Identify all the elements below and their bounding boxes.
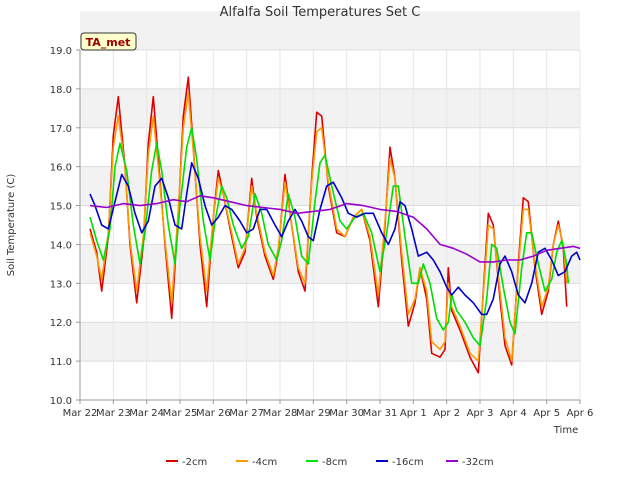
y-tick-label: 19.0 bbox=[50, 46, 72, 57]
legend-label: -2cm bbox=[182, 457, 207, 468]
plot-band bbox=[80, 11, 580, 50]
y-tick-label: 10.0 bbox=[50, 396, 72, 407]
plot-band bbox=[80, 88, 580, 128]
annotation-box bbox=[80, 32, 137, 51]
x-tick-label: Mar 26 bbox=[196, 408, 231, 419]
x-tick-label: Mar 28 bbox=[263, 408, 298, 419]
annotation-label: TA_met bbox=[86, 36, 131, 49]
legend-item: -16cm bbox=[376, 457, 424, 468]
legend-label: -8cm bbox=[322, 457, 347, 468]
x-tick-label: Apr 5 bbox=[533, 408, 560, 419]
y-tick-label: 16.0 bbox=[50, 163, 72, 174]
legend-label: -16cm bbox=[392, 457, 424, 468]
x-tick-label: Apr 4 bbox=[500, 408, 527, 419]
y-tick-label: 11.0 bbox=[50, 357, 72, 368]
y-axis-label: Soil Temperature (C) bbox=[6, 174, 17, 277]
x-tick-label: Apr 1 bbox=[400, 408, 427, 419]
series-layer bbox=[89, 76, 581, 374]
plot-band bbox=[80, 244, 580, 284]
chart-title: Alfalfa Soil Temperatures Set C bbox=[220, 5, 421, 20]
legend: -2cm -4cm -8cm -16cm -32cm bbox=[166, 457, 494, 468]
legend-label: -32cm bbox=[462, 457, 494, 468]
x-tick-label: Apr 2 bbox=[433, 408, 460, 419]
y-tick-label: 18.0 bbox=[50, 85, 72, 96]
x-tick-label: Apr 6 bbox=[567, 408, 594, 419]
x-axis-label: Time bbox=[553, 425, 578, 436]
series-line-neg16cm bbox=[89, 162, 581, 316]
x-tick-label: Mar 23 bbox=[96, 408, 131, 419]
y-tick-label: 13.0 bbox=[50, 279, 72, 290]
legend-label: -4cm bbox=[252, 457, 277, 468]
y-tick-label: 15.0 bbox=[50, 202, 72, 213]
legend-item: -32cm bbox=[446, 457, 494, 468]
legend-item: -4cm bbox=[236, 457, 277, 468]
legend-item: -2cm bbox=[166, 457, 207, 468]
y-tick-label: 17.0 bbox=[50, 124, 72, 135]
x-tick-label: Mar 31 bbox=[363, 408, 398, 419]
axes: 10.0 11.0 12.0 13.0 14.0 15.0 16.0 17.0 18.0 19.0… bbox=[50, 46, 594, 419]
x-tick-label: Apr 3 bbox=[467, 408, 494, 419]
y-tick-label: 12.0 bbox=[50, 318, 72, 329]
annotation: TA_met bbox=[80, 32, 137, 51]
x-tick-label: Mar 22 bbox=[63, 408, 98, 419]
series-line-neg8cm bbox=[89, 127, 570, 347]
x-tick-label: Mar 30 bbox=[329, 408, 364, 419]
plot-band bbox=[80, 322, 580, 362]
x-tick-label: Mar 27 bbox=[229, 408, 264, 419]
series-line-neg32cm bbox=[89, 195, 581, 263]
x-tick-label: Mar 25 bbox=[163, 408, 198, 419]
x-tick-label: Mar 29 bbox=[296, 408, 331, 419]
y-tick-label: 14.0 bbox=[50, 240, 72, 251]
x-tick-label: Mar 24 bbox=[129, 408, 164, 419]
legend-item: -8cm bbox=[306, 457, 347, 468]
